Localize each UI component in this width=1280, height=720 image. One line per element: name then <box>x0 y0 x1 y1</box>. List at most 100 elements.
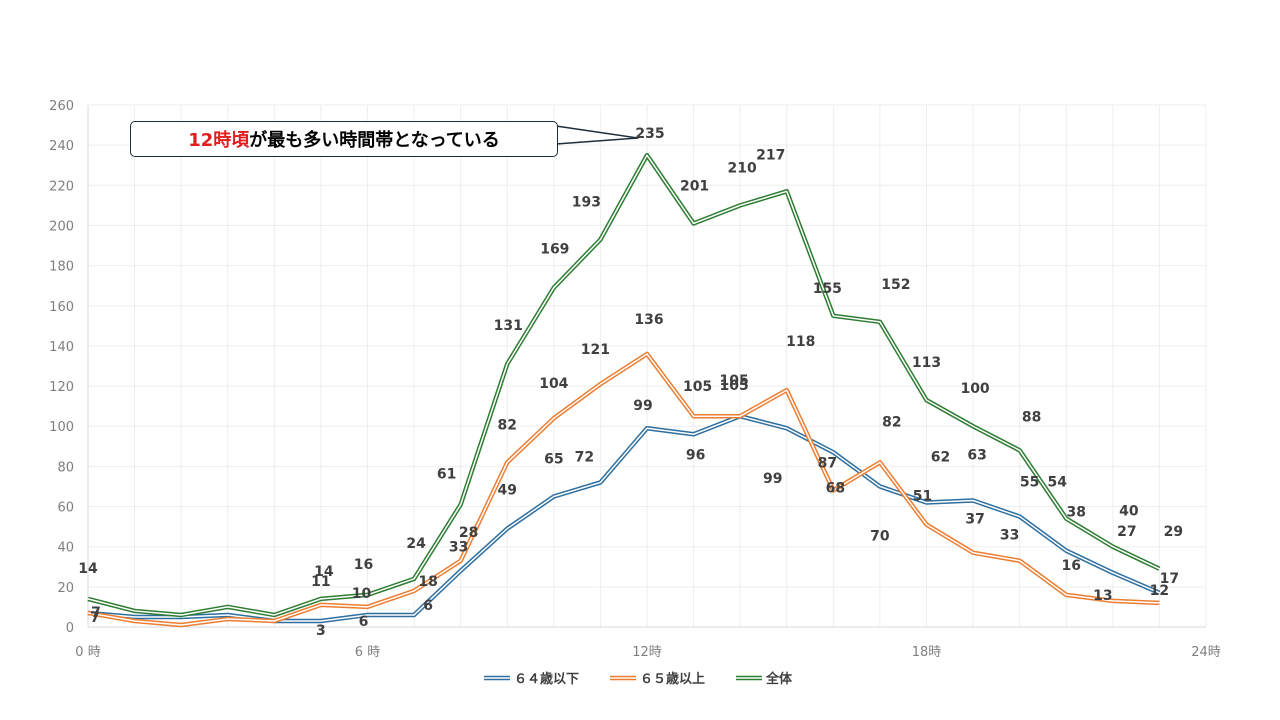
x-tick-label: 0 時 <box>75 645 100 660</box>
data-label: 3 <box>316 623 326 639</box>
data-label: 70 <box>870 528 890 544</box>
series-line-outer <box>87 413 1161 624</box>
y-tick-label: 220 <box>49 179 74 194</box>
legend-item[interactable]: ６５歳以上 <box>610 671 705 687</box>
data-label: 33 <box>449 540 468 556</box>
callout-box: 12時頃 が最も多い時間帯となっている <box>130 121 558 157</box>
data-label: 61 <box>437 467 456 483</box>
legend[interactable]: ６４歳以下 ６５歳以上 全体 <box>484 671 793 687</box>
y-tick-label: 240 <box>49 139 74 154</box>
y-tick-label: 40 <box>57 541 74 556</box>
data-label: 28 <box>459 525 478 541</box>
series-line-outer <box>87 152 1161 618</box>
data-label: 99 <box>633 398 652 414</box>
data-label: 121 <box>581 342 610 358</box>
x-tick-label: 18時 <box>912 645 942 660</box>
data-label: 13 <box>1093 588 1112 604</box>
data-label: 72 <box>575 449 594 465</box>
data-label: 99 <box>763 471 782 487</box>
data-label: 210 <box>728 160 757 176</box>
y-tick-label: 200 <box>49 219 74 234</box>
series-line-inner <box>87 415 1160 622</box>
y-tick-label: 260 <box>49 99 74 114</box>
data-label: 7 <box>90 610 100 626</box>
series-line-outer <box>87 351 1160 628</box>
callout-pointer <box>555 125 639 145</box>
data-label: 7 <box>91 605 101 621</box>
data-label: 16 <box>354 557 373 573</box>
x-axis-tick-labels: 0 時 6 時 12時 18時 24時 <box>75 645 1220 660</box>
data-label: 51 <box>913 489 932 505</box>
legend-label: 全体 <box>765 671 793 687</box>
data-label: 96 <box>686 447 705 463</box>
data-label: 217 <box>756 147 785 163</box>
data-label: 11 <box>311 574 330 590</box>
data-label: 14 <box>314 564 334 580</box>
data-label: 24 <box>406 536 426 552</box>
y-tick-label: 0 <box>66 621 74 636</box>
data-label: 104 <box>539 376 568 392</box>
data-label: 6 <box>359 614 369 630</box>
data-label: 82 <box>882 414 901 430</box>
data-label: 100 <box>960 381 989 397</box>
data-label: 63 <box>967 448 986 464</box>
data-label: 68 <box>826 480 845 496</box>
data-label: 38 <box>1067 505 1086 521</box>
annotations <box>555 125 639 145</box>
x-tick-label: 24時 <box>1191 645 1221 660</box>
data-label: 16 <box>1062 558 1081 574</box>
legend-label: ６５歳以上 <box>640 671 705 687</box>
y-tick-label: 80 <box>57 460 74 475</box>
legend-item[interactable]: 全体 <box>736 671 793 687</box>
data-label: 40 <box>1119 504 1139 520</box>
data-label: 17 <box>1160 571 1179 587</box>
data-label: 87 <box>818 455 837 471</box>
callout-text: が最も多い時間帯となっている <box>249 130 500 151</box>
data-label: 105 <box>720 378 749 394</box>
data-label: 155 <box>813 281 842 297</box>
data-label: 54 <box>1048 475 1068 491</box>
data-label: 136 <box>634 312 663 328</box>
data-labels: 7 3 6 6 28 49 65 72 99 96 105 99 87 70 62 63 55 38 27 17 7 11… <box>78 126 1183 639</box>
y-tick-label: 20 <box>57 581 74 596</box>
series-line-inner <box>87 154 1160 616</box>
y-tick-label: 120 <box>49 380 74 395</box>
callout-highlight: 12時頃 <box>188 130 250 151</box>
legend-item[interactable]: ６４歳以下 <box>484 671 579 687</box>
data-label: 65 <box>544 452 563 468</box>
y-tick-label: 160 <box>49 300 74 315</box>
data-label: 29 <box>1164 524 1183 540</box>
data-label: 12 <box>1150 583 1169 599</box>
y-tick-label: 60 <box>57 501 74 516</box>
data-label: 201 <box>680 178 709 194</box>
data-label: 6 <box>423 598 433 614</box>
y-tick-label: 140 <box>49 340 74 355</box>
series-line-inner <box>87 353 1160 626</box>
data-label: 55 <box>1020 475 1039 491</box>
data-label: 49 <box>498 483 517 499</box>
y-tick-label: 100 <box>49 420 74 435</box>
data-label: 18 <box>418 574 437 590</box>
data-label: 193 <box>572 195 601 211</box>
y-axis-tick-labels: 0 20 40 60 80 100 120 140 160 180 200 220 240 260 <box>49 99 74 636</box>
series-lines <box>87 152 1161 628</box>
data-label: 105 <box>720 373 749 389</box>
data-label: 33 <box>1000 528 1019 544</box>
legend-label: ６４歳以下 <box>514 671 579 687</box>
data-label: 82 <box>498 417 517 433</box>
data-label: 10 <box>352 586 372 602</box>
y-tick-label: 180 <box>49 260 74 275</box>
data-label: 131 <box>494 318 523 334</box>
data-label: 62 <box>931 450 950 466</box>
data-label: 152 <box>881 277 910 293</box>
gridlines <box>87 104 1207 628</box>
data-label: 235 <box>635 126 664 142</box>
data-label: 14 <box>78 561 98 577</box>
x-tick-label: 12時 <box>632 645 662 660</box>
data-label: 169 <box>540 242 569 258</box>
data-label: 105 <box>683 379 712 395</box>
data-label: 27 <box>1117 524 1136 540</box>
axes <box>87 105 1206 628</box>
data-label: 118 <box>786 334 815 350</box>
